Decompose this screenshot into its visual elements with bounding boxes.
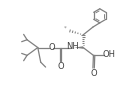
Text: NH: NH bbox=[66, 42, 79, 51]
Text: *: * bbox=[64, 26, 67, 31]
Text: O: O bbox=[58, 62, 65, 71]
Text: O: O bbox=[90, 69, 97, 78]
Text: O: O bbox=[49, 43, 55, 52]
Polygon shape bbox=[74, 46, 83, 49]
Text: OH: OH bbox=[102, 50, 115, 59]
